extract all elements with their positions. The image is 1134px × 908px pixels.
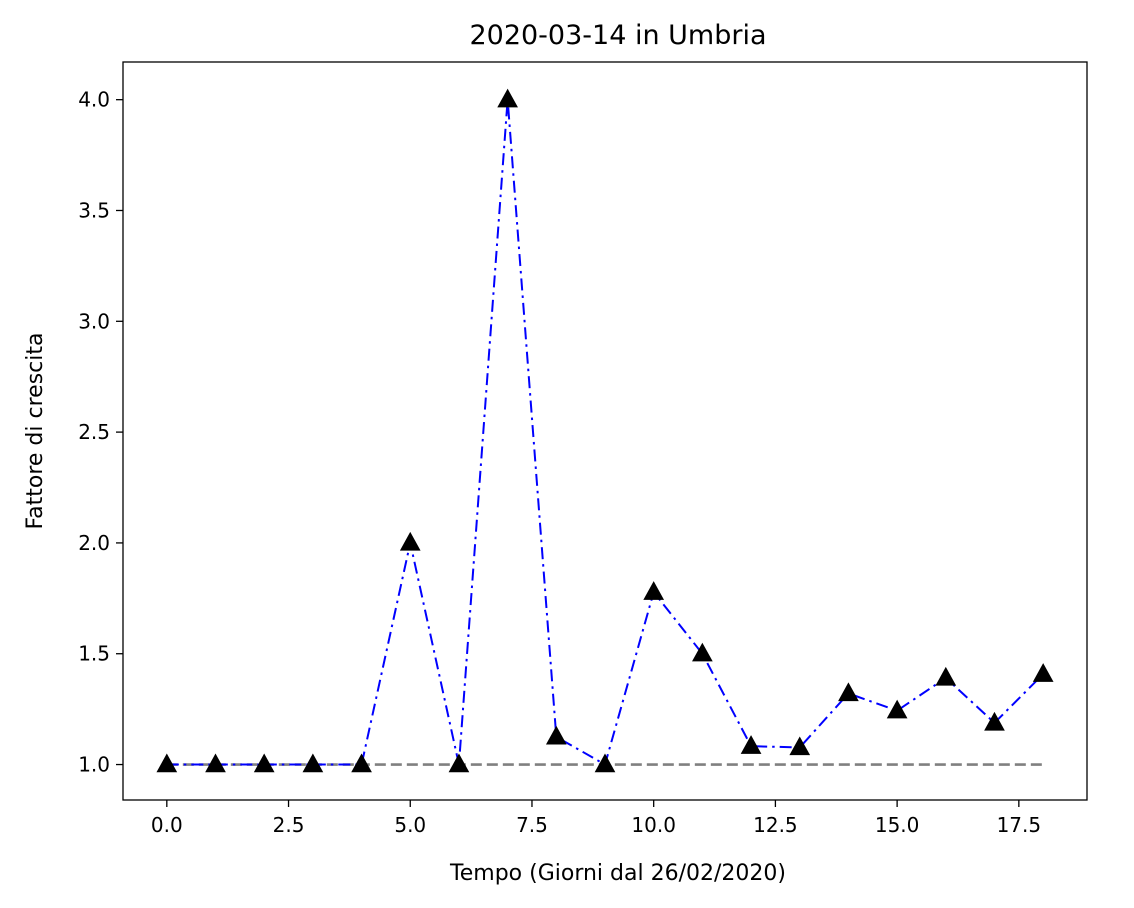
y-tick-label: 2.0 xyxy=(78,531,110,555)
x-tick-label: 2.5 xyxy=(273,813,305,837)
data-point-marker xyxy=(838,682,859,702)
x-tick-label: 7.5 xyxy=(516,813,548,837)
plot-frame xyxy=(122,61,1088,801)
x-tick-label: 0.0 xyxy=(151,813,183,837)
y-tick-label: 3.0 xyxy=(78,309,110,333)
data-point-marker xyxy=(497,88,518,108)
plot-area xyxy=(156,88,1054,773)
data-point-marker xyxy=(740,735,762,754)
data-point-marker xyxy=(448,753,470,773)
chart-title: 2020-03-14 in Umbria xyxy=(469,20,766,51)
x-tick-label: 12.5 xyxy=(753,813,798,837)
y-tick-label: 3.5 xyxy=(78,198,110,222)
y-axis: 1.0 1.5 2.0 2.5 3.0 3.5 4.0 xyxy=(78,88,123,777)
data-point-marker xyxy=(643,581,665,600)
growth-factor-line xyxy=(166,99,1044,767)
data-point-marker xyxy=(399,531,421,551)
data-point-marker xyxy=(886,699,908,719)
y-tick-label: 4.0 xyxy=(78,88,110,112)
data-point-marker xyxy=(351,753,372,773)
x-tick-label: 10.0 xyxy=(631,813,676,837)
data-point-marker xyxy=(935,666,957,686)
x-tick-label: 17.5 xyxy=(997,813,1042,837)
y-tick-label: 2.5 xyxy=(78,420,110,444)
x-axis: 0.0 2.5 5.0 7.5 10.0 12.5 15.0 17.5 xyxy=(151,800,1041,837)
data-point-marker xyxy=(205,753,226,773)
data-point-marker xyxy=(302,753,324,773)
y-tick-label: 1.5 xyxy=(78,642,110,666)
x-axis-title: Tempo (Giorni dal 26/02/2020) xyxy=(449,861,786,886)
data-point-marker xyxy=(692,642,713,662)
data-point-marker xyxy=(156,753,178,773)
data-point-marker xyxy=(1032,663,1054,682)
data-point-marker xyxy=(545,725,567,745)
data-point-marker xyxy=(253,753,275,773)
data-point-marker xyxy=(789,736,811,756)
x-tick-label: 15.0 xyxy=(875,813,920,837)
x-tick-label: 5.0 xyxy=(394,813,426,837)
y-tick-label: 1.0 xyxy=(78,753,110,777)
data-point-marker xyxy=(984,711,1005,731)
y-axis-title: Fattore di crescita xyxy=(23,333,48,530)
data-point-marker xyxy=(594,753,616,773)
